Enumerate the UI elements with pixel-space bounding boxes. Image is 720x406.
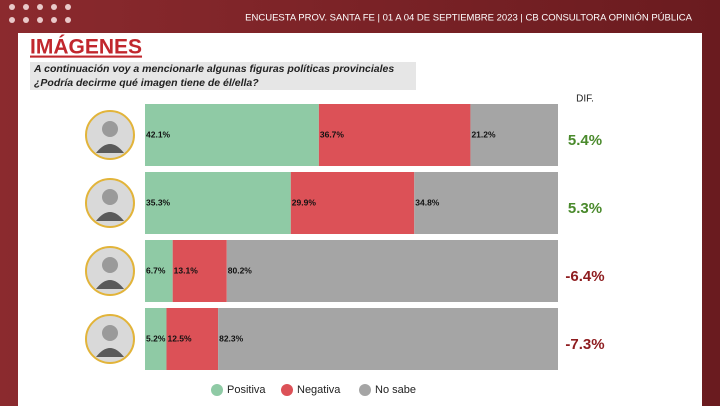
photo-head xyxy=(102,121,118,137)
value-label: 5.2% xyxy=(146,333,166,343)
dif-value: -6.4% xyxy=(565,268,604,285)
legend-swatch xyxy=(359,384,371,396)
value-label: 21.2% xyxy=(471,129,496,139)
photo-body xyxy=(96,144,124,153)
value-label: 80.2% xyxy=(228,265,253,275)
legend-label: Positiva xyxy=(227,384,266,396)
bar-segment xyxy=(172,240,227,302)
legend-swatch xyxy=(281,384,293,396)
dif-header: DIF. xyxy=(576,94,594,105)
value-label: 82.3% xyxy=(219,333,244,343)
bar-segment xyxy=(414,172,558,234)
value-label: 35.3% xyxy=(146,197,171,207)
photo-body xyxy=(96,212,124,221)
legend-label: Negativa xyxy=(297,384,341,396)
subtitle: A continuación voy a mencionarle algunas… xyxy=(33,63,394,75)
subtitle-box xyxy=(30,62,416,90)
value-label: 36.7% xyxy=(320,129,345,139)
bar-segment xyxy=(166,308,219,370)
photo-head xyxy=(102,325,118,341)
bar-segment xyxy=(290,172,415,234)
header: ENCUESTA PROV. SANTA FE | 01 A 04 DE SEP… xyxy=(245,13,692,24)
bar-segment xyxy=(145,240,173,302)
bar-segment xyxy=(145,104,319,166)
legend-label: No sabe xyxy=(375,384,416,396)
bar-segment xyxy=(218,308,558,370)
dif-value: 5.4% xyxy=(568,132,602,149)
bar-segment xyxy=(318,104,471,166)
value-label: 13.1% xyxy=(174,265,199,275)
bar-segment xyxy=(145,308,167,370)
photo-head xyxy=(102,257,118,273)
subtitle: ¿Podría decirme qué imagen tiene de él/e… xyxy=(34,77,259,89)
value-label: 42.1% xyxy=(146,129,171,139)
photo-body xyxy=(96,280,124,289)
value-label: 12.5% xyxy=(167,333,192,343)
dif-value: -7.3% xyxy=(565,336,604,353)
value-label: 29.9% xyxy=(292,197,317,207)
bar-segment xyxy=(470,104,558,166)
value-label: 34.8% xyxy=(415,197,440,207)
bar-segment xyxy=(145,172,291,234)
chart-title: IMÁGENES xyxy=(30,36,142,59)
bar-segment xyxy=(226,240,559,302)
legend-swatch xyxy=(211,384,223,396)
value-label: 6.7% xyxy=(146,265,166,275)
dif-value: 5.3% xyxy=(568,200,602,217)
photo-head xyxy=(102,189,118,205)
photo-body xyxy=(96,348,124,357)
dots xyxy=(9,4,71,23)
